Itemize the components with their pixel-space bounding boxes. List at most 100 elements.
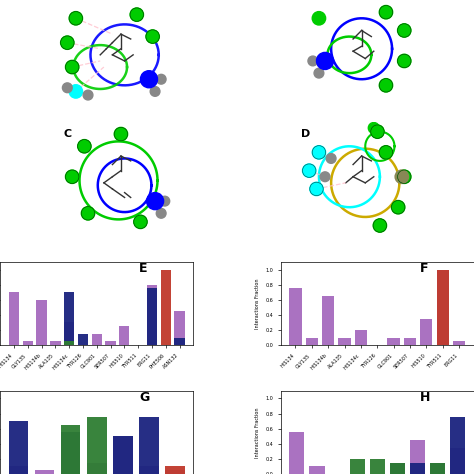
Circle shape — [146, 30, 159, 43]
Bar — [9, 292, 19, 345]
Bar — [161, 270, 171, 345]
Bar — [437, 270, 449, 345]
Bar — [35, 470, 55, 474]
Bar — [420, 319, 432, 345]
Bar — [355, 330, 367, 345]
Circle shape — [78, 139, 91, 153]
Circle shape — [140, 71, 157, 88]
Text: C: C — [64, 128, 72, 138]
Circle shape — [398, 170, 411, 183]
Circle shape — [310, 182, 323, 196]
Bar — [9, 466, 28, 474]
Circle shape — [379, 6, 392, 19]
Circle shape — [134, 215, 147, 228]
Circle shape — [314, 68, 324, 78]
Circle shape — [150, 87, 160, 96]
Circle shape — [69, 85, 82, 98]
Text: G: G — [139, 391, 150, 404]
Bar — [338, 337, 351, 345]
Text: H: H — [420, 391, 430, 404]
Bar — [36, 300, 47, 345]
Circle shape — [160, 196, 170, 206]
Circle shape — [320, 172, 330, 182]
Circle shape — [65, 170, 79, 183]
Text: E: E — [139, 262, 148, 275]
Circle shape — [156, 209, 166, 218]
Circle shape — [317, 53, 334, 70]
Bar — [450, 417, 465, 474]
Bar — [370, 459, 385, 474]
Circle shape — [82, 207, 95, 220]
Circle shape — [398, 54, 411, 68]
Circle shape — [395, 170, 409, 183]
Circle shape — [398, 24, 411, 37]
Bar — [147, 285, 157, 345]
Bar — [390, 463, 405, 474]
Circle shape — [308, 56, 318, 66]
Bar — [139, 466, 159, 474]
Circle shape — [61, 36, 74, 49]
Bar — [113, 436, 133, 474]
Bar — [105, 341, 116, 345]
Bar — [139, 417, 159, 474]
Bar — [91, 334, 102, 345]
Y-axis label: Interactions Fraction: Interactions Fraction — [255, 407, 260, 458]
Bar — [64, 322, 74, 345]
Bar — [350, 459, 365, 474]
Circle shape — [83, 90, 93, 100]
Bar — [430, 463, 445, 474]
Bar — [430, 463, 445, 474]
Circle shape — [63, 83, 72, 92]
Circle shape — [156, 74, 166, 84]
Circle shape — [379, 146, 392, 159]
Circle shape — [130, 8, 144, 21]
Circle shape — [146, 192, 164, 210]
Y-axis label: Interactions Fraction: Interactions Fraction — [255, 278, 260, 329]
Circle shape — [65, 60, 79, 74]
Bar — [119, 326, 129, 345]
Bar — [174, 337, 185, 345]
Bar — [404, 337, 416, 345]
Circle shape — [69, 11, 82, 25]
Bar — [64, 341, 74, 345]
Bar — [453, 341, 465, 345]
Bar — [61, 432, 81, 474]
Circle shape — [312, 11, 326, 25]
Bar — [64, 292, 74, 345]
Bar — [113, 436, 133, 474]
Text: D: D — [301, 128, 310, 138]
Bar — [147, 289, 157, 345]
Bar — [437, 270, 449, 345]
Bar — [450, 447, 465, 474]
Bar — [310, 466, 325, 474]
Bar — [78, 334, 88, 345]
Circle shape — [371, 125, 384, 138]
Bar — [174, 311, 185, 345]
Bar — [50, 341, 61, 345]
Bar — [23, 341, 33, 345]
Circle shape — [379, 79, 392, 92]
Bar — [9, 421, 28, 474]
Bar — [410, 440, 425, 474]
Bar — [306, 337, 318, 345]
Circle shape — [302, 164, 316, 177]
Bar — [165, 470, 185, 474]
Bar — [61, 425, 81, 474]
Circle shape — [373, 219, 387, 232]
Bar — [87, 417, 107, 474]
Circle shape — [312, 146, 326, 159]
Bar — [390, 463, 405, 474]
Bar — [289, 289, 301, 345]
Circle shape — [392, 201, 405, 214]
Circle shape — [114, 128, 128, 141]
Bar — [165, 466, 185, 474]
Bar — [87, 463, 107, 474]
Bar — [289, 432, 304, 474]
Text: F: F — [420, 262, 428, 275]
Bar — [387, 337, 400, 345]
Bar — [430, 463, 445, 474]
Circle shape — [368, 122, 379, 134]
Bar — [410, 463, 425, 474]
Circle shape — [326, 154, 336, 164]
Bar — [322, 296, 334, 345]
